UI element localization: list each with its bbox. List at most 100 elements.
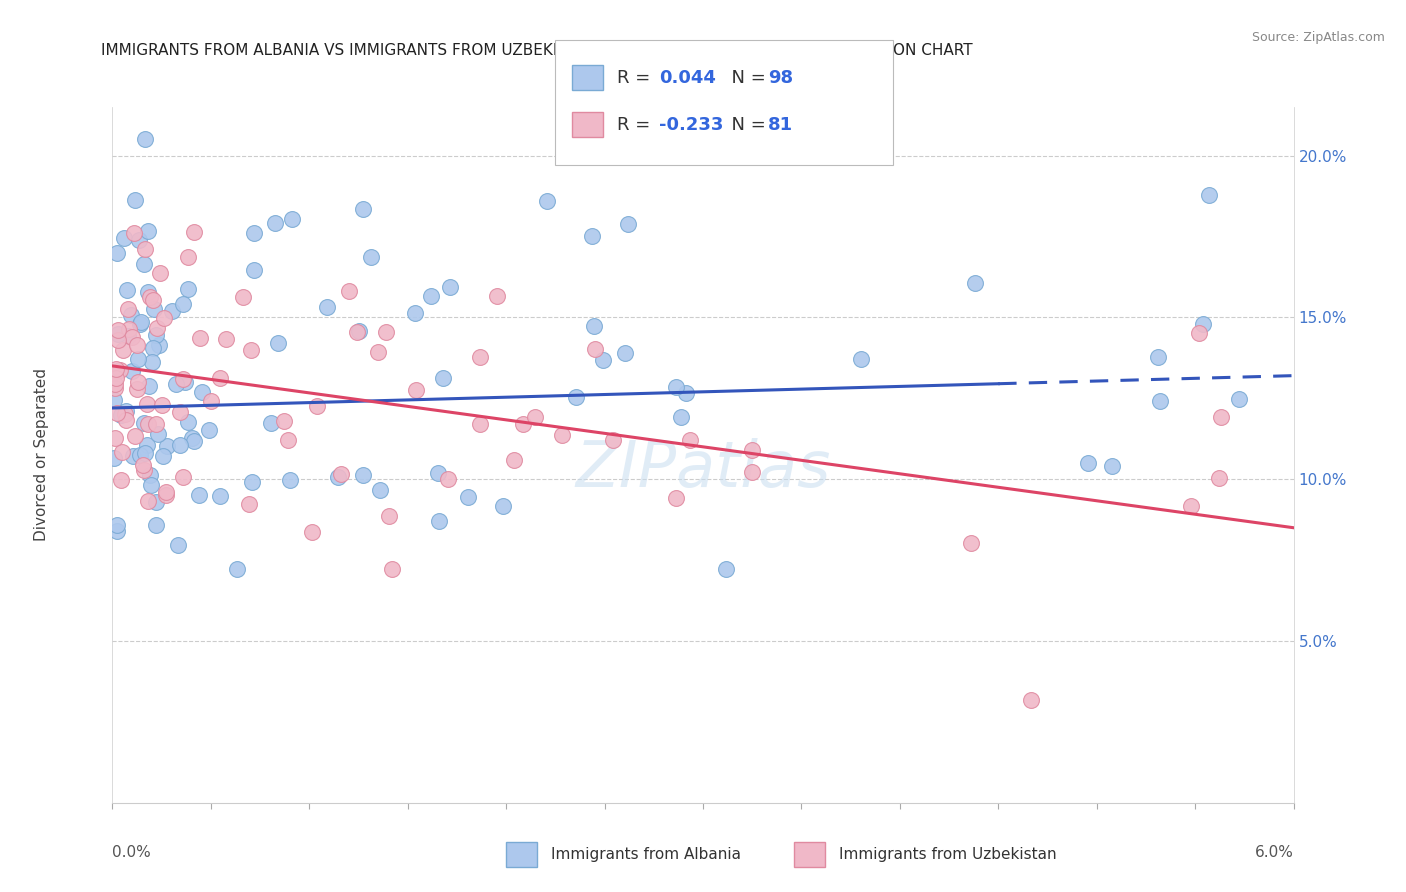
Point xyxy=(301,524,323,539)
Point xyxy=(181,431,204,445)
Point xyxy=(105,246,128,260)
Point xyxy=(139,478,162,492)
Point xyxy=(315,300,337,314)
Point xyxy=(120,308,142,322)
Text: IMMIGRANTS FROM ALBANIA VS IMMIGRANTS FROM UZBEKISTAN DIVORCED OR SEPARATED CORR: IMMIGRANTS FROM ALBANIA VS IMMIGRANTS FR… xyxy=(101,44,973,58)
Point xyxy=(669,410,692,425)
Point xyxy=(142,301,165,316)
Point xyxy=(1208,471,1230,485)
Point xyxy=(239,343,262,357)
Point xyxy=(240,475,263,489)
Point xyxy=(405,384,427,398)
Point xyxy=(127,352,149,367)
Point xyxy=(215,333,238,347)
Point xyxy=(470,417,492,431)
Point xyxy=(104,381,127,395)
Point xyxy=(138,379,160,393)
Text: 98: 98 xyxy=(768,69,793,87)
Point xyxy=(238,497,260,511)
Point xyxy=(1188,326,1211,340)
Point xyxy=(177,250,200,264)
Point xyxy=(172,296,194,310)
Point xyxy=(581,228,603,243)
Point xyxy=(149,266,172,280)
Point xyxy=(138,494,160,508)
Point xyxy=(104,362,127,376)
Point xyxy=(134,242,156,256)
Point xyxy=(486,289,509,303)
Point xyxy=(142,341,165,355)
Text: R =: R = xyxy=(617,116,657,134)
Point xyxy=(665,380,688,394)
Text: N =: N = xyxy=(720,116,772,134)
Point xyxy=(188,331,211,345)
Point xyxy=(114,407,136,421)
Text: Immigrants from Albania: Immigrants from Albania xyxy=(551,847,741,862)
Point xyxy=(326,470,349,484)
Point xyxy=(374,326,396,340)
Point xyxy=(112,231,135,245)
Point xyxy=(617,217,640,231)
Point xyxy=(187,488,209,502)
Point xyxy=(141,355,163,369)
Point xyxy=(378,508,401,523)
Point xyxy=(128,448,150,462)
Point xyxy=(675,386,697,401)
Point xyxy=(741,443,763,458)
Point xyxy=(124,193,146,207)
Point xyxy=(145,417,167,431)
Point xyxy=(426,467,449,481)
Point xyxy=(135,438,157,452)
Point xyxy=(132,458,155,472)
Point xyxy=(1180,500,1202,514)
Point xyxy=(169,438,191,452)
Text: 6.0%: 6.0% xyxy=(1254,845,1294,860)
Point xyxy=(427,514,450,528)
Point xyxy=(1077,456,1099,470)
Point xyxy=(127,338,149,352)
Point xyxy=(1149,393,1171,408)
Point xyxy=(146,427,169,442)
Point xyxy=(121,364,143,378)
Point xyxy=(346,325,368,339)
Point xyxy=(741,465,763,479)
Point xyxy=(470,350,492,364)
Point xyxy=(592,353,614,368)
Point xyxy=(172,470,194,484)
Point xyxy=(145,495,167,509)
Text: 0.0%: 0.0% xyxy=(112,845,152,860)
Point xyxy=(136,285,159,299)
Point xyxy=(963,276,986,290)
Point xyxy=(614,346,637,360)
Point xyxy=(565,390,588,404)
Point xyxy=(305,399,328,413)
Point xyxy=(491,499,513,513)
Point xyxy=(960,536,983,550)
Point xyxy=(135,397,157,411)
Point xyxy=(277,433,299,447)
Point xyxy=(103,392,125,407)
Point xyxy=(107,323,129,337)
Point xyxy=(849,352,872,367)
Point xyxy=(105,524,128,538)
Point xyxy=(367,344,389,359)
Point xyxy=(439,280,461,294)
Point xyxy=(232,290,254,304)
Point xyxy=(1198,188,1220,202)
Point xyxy=(503,452,526,467)
Point xyxy=(209,371,232,385)
Point xyxy=(134,132,156,146)
Text: R =: R = xyxy=(617,69,657,87)
Point xyxy=(139,290,162,304)
Point xyxy=(665,491,688,505)
Point xyxy=(125,382,148,396)
Point xyxy=(347,324,370,338)
Point xyxy=(142,293,165,307)
Point xyxy=(155,488,177,502)
Point xyxy=(1101,458,1123,473)
Point xyxy=(111,343,134,357)
Point xyxy=(134,446,156,460)
Point xyxy=(404,306,426,320)
Point xyxy=(1192,317,1215,331)
Point xyxy=(121,449,143,463)
